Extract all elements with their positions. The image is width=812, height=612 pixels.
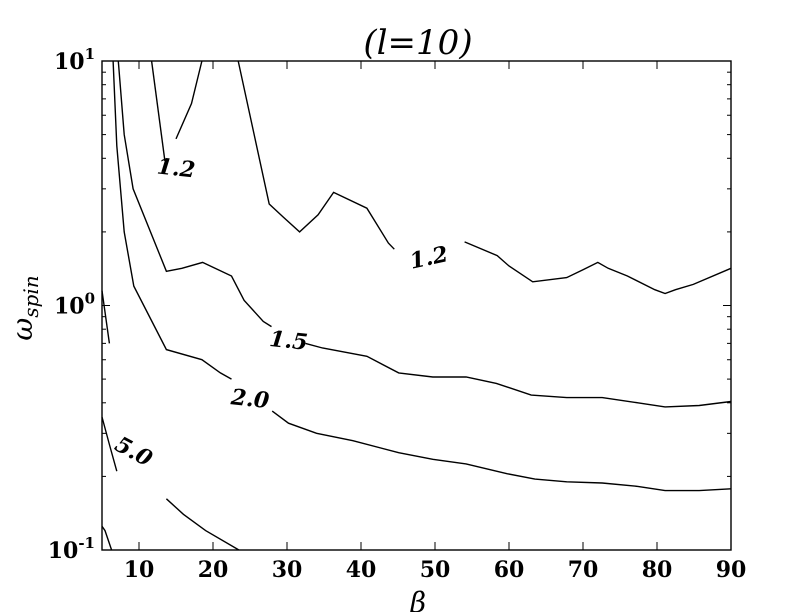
- contour-line-2.0-seg-2: [271, 410, 732, 492]
- x-tick-label-40: 40: [346, 557, 377, 583]
- contour-line-1.5-seg-2: [305, 342, 732, 408]
- plot-frame: [101, 60, 732, 551]
- x-tick-label-60: 60: [494, 557, 525, 583]
- y-tick-label--1: 10-1: [48, 534, 95, 564]
- contour-line-1.2-seg-4: [464, 241, 732, 295]
- x-tick-label-30: 30: [272, 557, 303, 583]
- y-axis-label: ωspin: [6, 275, 43, 340]
- x-tick-label-70: 70: [568, 557, 599, 583]
- y-tick-label-1: 101: [54, 45, 95, 75]
- x-tick-label-20: 20: [198, 557, 229, 583]
- x-tick-label-90: 90: [716, 557, 747, 583]
- contour-line-1.2-seg-1: [150, 60, 166, 162]
- x-tick-labels: 10 20 30 40 50 60 70 80 90: [124, 557, 747, 583]
- contour-lines: [101, 60, 732, 551]
- contour-line-5.0-seg-4: [165, 498, 240, 551]
- contour-line-5.0-seg-2: [101, 416, 118, 472]
- contour-label-3: 1.5: [268, 326, 309, 356]
- y-tick-labels: 10-1 100 101: [48, 45, 95, 564]
- y-axis-label-main: ω: [6, 318, 39, 341]
- contour-label-1: 1.2: [156, 154, 197, 184]
- contour-line-2.0-seg-1: [112, 60, 232, 380]
- chart-title: (l=10): [363, 23, 472, 63]
- x-tick-label-10: 10: [124, 557, 155, 583]
- x-tick-label-50: 50: [420, 557, 451, 583]
- x-axis-label: β: [409, 586, 426, 612]
- contour-line-1.5-seg-1: [117, 60, 272, 328]
- contour-label-4: 2.0: [229, 384, 271, 414]
- y-tick-label-0: 100: [54, 290, 95, 320]
- x-tick-label-80: 80: [642, 557, 673, 583]
- contour-line-5.0-seg-3: [101, 525, 113, 551]
- contour-line-1.2-seg-3: [237, 60, 395, 250]
- y-axis-label-sub: spin: [19, 275, 43, 317]
- svg-text:ωspin: ωspin: [6, 275, 43, 340]
- contour-line-1.2-seg-2: [175, 60, 203, 140]
